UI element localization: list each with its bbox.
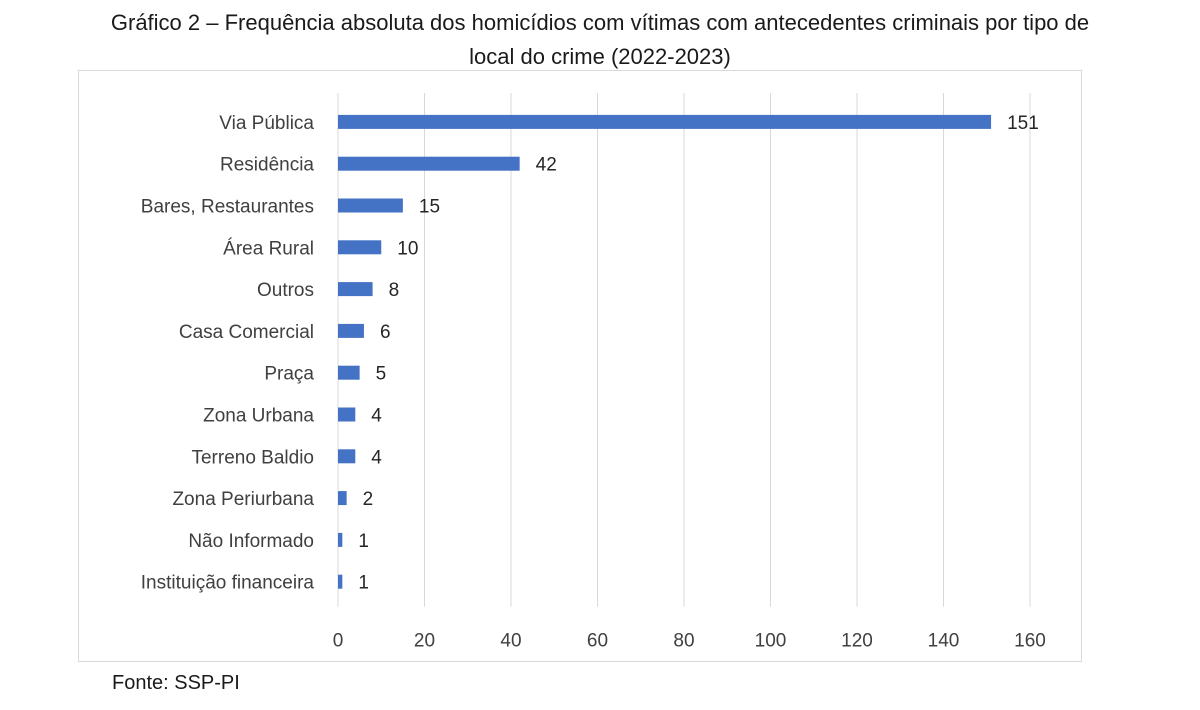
data-label: 42 — [536, 155, 557, 176]
data-label: 151 — [1007, 113, 1039, 134]
bar — [338, 156, 520, 171]
bar — [338, 532, 343, 547]
data-label: 4 — [371, 447, 382, 468]
bar — [338, 114, 992, 129]
data-label: 1 — [358, 531, 369, 552]
category-label: Via Pública — [219, 113, 314, 134]
category-label: Área Rural — [223, 238, 314, 259]
bar — [338, 407, 356, 422]
category-label: Outros — [257, 280, 314, 301]
x-tick-label: 160 — [1014, 631, 1046, 652]
bar — [338, 323, 364, 338]
bar — [338, 282, 373, 297]
category-label: Zona Urbana — [203, 406, 314, 427]
data-label: 15 — [419, 197, 440, 218]
bar — [338, 198, 403, 213]
data-label: 8 — [389, 280, 400, 301]
x-tick-label: 120 — [841, 631, 873, 652]
category-label: Instituição financeira — [141, 573, 315, 594]
data-label: 4 — [371, 406, 382, 427]
chart-title-line-1: Gráfico 2 – Frequência absoluta dos homi… — [110, 10, 1090, 35]
x-tick-label: 0 — [333, 631, 344, 652]
x-tick-label: 20 — [414, 631, 435, 652]
bar — [338, 491, 347, 506]
x-tick-label: 80 — [673, 631, 694, 652]
bar — [338, 574, 343, 589]
x-tick-label: 40 — [500, 631, 521, 652]
category-label: Não Informado — [188, 531, 314, 552]
x-tick-label: 100 — [755, 631, 787, 652]
x-tick-label: 60 — [587, 631, 608, 652]
bar — [338, 240, 382, 255]
category-label: Casa Comercial — [179, 322, 314, 343]
category-label: Residência — [220, 155, 314, 176]
category-label: Zona Periurbana — [172, 489, 314, 510]
bar — [338, 365, 360, 380]
bar — [338, 449, 356, 464]
source-note: Fonte: SSP-PI — [112, 672, 240, 694]
data-label: 1 — [358, 573, 369, 594]
category-label: Bares, Restaurantes — [141, 197, 314, 218]
chart-title: Gráfico 2 – Frequência absoluta dos homi… — [0, 6, 1200, 74]
category-label: Terreno Baldio — [191, 447, 314, 468]
chart-title-line-2: local do crime (2022-2023) — [469, 44, 731, 69]
data-label: 6 — [380, 322, 391, 343]
x-tick-label: 140 — [928, 631, 960, 652]
data-label: 10 — [397, 238, 418, 259]
category-label: Praça — [264, 364, 314, 385]
data-label: 2 — [363, 489, 374, 510]
chart-area: 0 20 40 60 80 100 120 140 160 Via Pública 151 Resid… — [78, 70, 1082, 662]
data-label: 5 — [376, 364, 387, 385]
